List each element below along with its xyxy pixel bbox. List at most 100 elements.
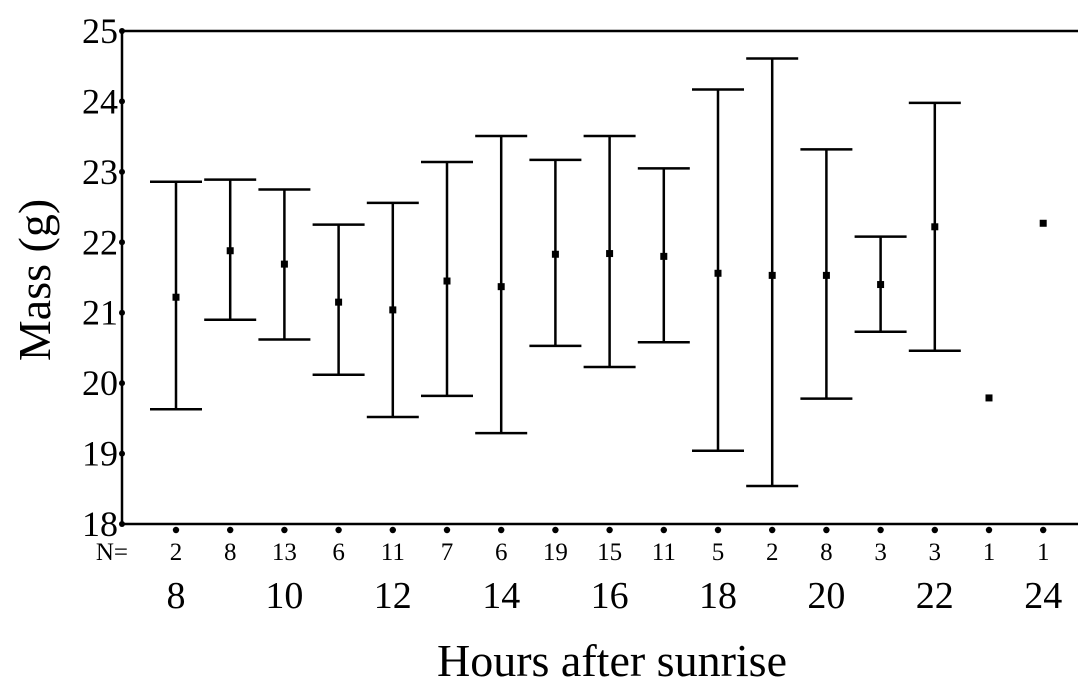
- x-tick-label: 24: [1024, 575, 1062, 617]
- x-tick-mark: [227, 526, 234, 534]
- mean-point: [443, 277, 451, 285]
- mean-point: [877, 281, 885, 289]
- n-label: 1: [1037, 539, 1050, 566]
- x-tick-label: 12: [374, 575, 412, 617]
- x-tick-mark: [389, 526, 396, 534]
- n-label: 6: [332, 539, 345, 566]
- x-tick-label: 18: [699, 575, 737, 617]
- y-tick-label: 20: [82, 363, 118, 403]
- n-label: 11: [652, 539, 676, 566]
- n-label: 8: [820, 539, 833, 566]
- error-bar: [583, 134, 636, 369]
- x-axis-label: Hours after sunrise: [437, 635, 787, 681]
- error-bar: [800, 148, 853, 400]
- y-tick-mark: [119, 521, 125, 527]
- error-bar: [366, 201, 419, 419]
- mean-point: [985, 394, 993, 402]
- axes: [120, 29, 1078, 526]
- n-label: 19: [543, 539, 568, 566]
- mean-point: [280, 260, 288, 268]
- x-tick-mark: [1040, 526, 1047, 534]
- mean-point: [660, 252, 668, 260]
- y-tick-label: 18: [82, 504, 118, 544]
- mean-point: [335, 298, 343, 306]
- error-bar: [258, 188, 311, 341]
- n-label: 11: [381, 539, 405, 566]
- n-label: 7: [441, 539, 454, 566]
- x-tick-label: 10: [265, 575, 303, 617]
- x-tick-label: 8: [167, 575, 186, 617]
- n-label: 3: [874, 539, 887, 566]
- mean-point: [172, 293, 180, 301]
- error-bar: [421, 160, 473, 398]
- x-tick-mark: [660, 526, 667, 534]
- mean-point: [931, 223, 939, 231]
- n-label: 6: [495, 539, 508, 566]
- error-bar: [312, 223, 365, 376]
- mean-point: [551, 250, 559, 258]
- n-prefix-label: N=: [96, 539, 128, 566]
- y-tick-mark: [119, 168, 125, 175]
- y-tick-label: 25: [82, 11, 118, 51]
- x-tick-mark: [877, 526, 884, 534]
- error-bar: [150, 180, 202, 411]
- mean-point: [822, 271, 830, 279]
- error-bar: [692, 88, 744, 453]
- x-tick-label: 14: [482, 575, 520, 617]
- y-tick-label: 21: [82, 293, 118, 333]
- n-label: 1: [983, 539, 996, 566]
- mean-point: [497, 283, 505, 291]
- x-tick-mark: [552, 526, 559, 534]
- error-bars: [150, 57, 1047, 488]
- n-label: 13: [272, 539, 297, 566]
- mean-point: [714, 269, 722, 277]
- x-tick-mark: [714, 526, 722, 534]
- x-tick-label: 20: [807, 575, 845, 617]
- x-tick-mark: [443, 526, 451, 534]
- y-axis-label: Mass (g): [9, 199, 60, 361]
- error-bar: [746, 57, 799, 488]
- n-label: 3: [929, 539, 942, 566]
- mean-point: [389, 306, 397, 314]
- x-tick-mark: [172, 526, 180, 534]
- y-tick-mark: [119, 450, 125, 457]
- n-label: 2: [170, 539, 183, 566]
- x-ticks: N= 2 8 13 6 11 7 6 19 15 11 5 2 8 3 3 1 18 10 12 14 16 18 20 22 2…: [96, 526, 1062, 617]
- error-bar: [985, 394, 993, 402]
- n-label: 2: [766, 539, 779, 566]
- x-tick-mark: [498, 526, 505, 534]
- x-tick-mark: [985, 526, 993, 534]
- y-tick-label: 24: [82, 81, 118, 121]
- y-tick-label: 23: [82, 152, 118, 192]
- y-tick-mark: [119, 380, 125, 387]
- error-bar: [529, 158, 582, 348]
- y-tick-mark: [119, 28, 125, 34]
- x-tick-mark: [931, 526, 938, 534]
- y-tick-mark: [119, 239, 125, 246]
- x-tick-mark: [281, 526, 288, 534]
- n-label: 5: [712, 539, 725, 566]
- y-ticks: 18 19 20 21 22 23 24 25: [82, 11, 125, 544]
- y-tick-mark: [119, 309, 125, 316]
- error-bar: [1039, 219, 1047, 227]
- error-bar: [854, 235, 907, 333]
- mean-point: [768, 271, 776, 279]
- error-bar: [475, 134, 528, 435]
- x-tick-mark: [606, 526, 613, 534]
- mean-point: [226, 247, 234, 255]
- x-tick-label: 22: [916, 575, 954, 617]
- x-tick-mark: [769, 526, 776, 534]
- y-tick-label: 19: [82, 434, 118, 474]
- x-tick-mark: [823, 526, 830, 534]
- error-bar: [204, 178, 257, 322]
- n-label: 15: [597, 539, 622, 566]
- x-tick-mark: [335, 526, 342, 534]
- mean-point: [1039, 219, 1047, 227]
- y-tick-label: 22: [82, 222, 118, 262]
- n-label: 8: [224, 539, 237, 566]
- mean-point: [606, 250, 614, 258]
- y-tick-mark: [119, 98, 125, 105]
- error-bar: [908, 101, 961, 352]
- x-tick-label: 16: [591, 575, 629, 617]
